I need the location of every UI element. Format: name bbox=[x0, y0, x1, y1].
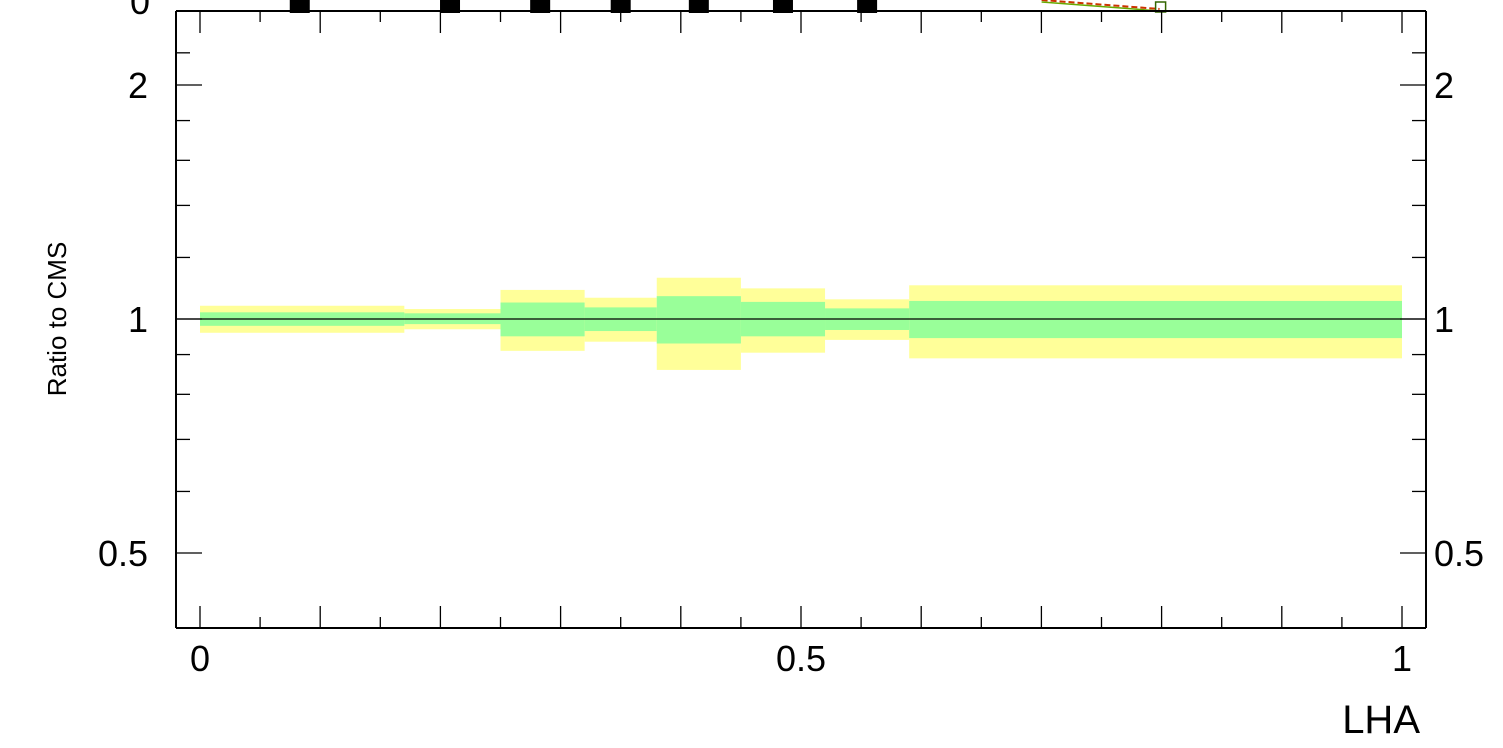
x-tick-label: 0.5 bbox=[776, 638, 826, 679]
upper-panel-curve bbox=[1041, 0, 1160, 10]
upper-panel-curve bbox=[1041, 1, 1160, 12]
x-axis-tick-labels: 0 0.5 1 bbox=[190, 638, 1412, 679]
upper-panel-marker bbox=[688, 0, 709, 13]
y-axis-tick-labels: 0.5 0.5 1 1 2 2 bbox=[98, 65, 1484, 574]
upper-panel-marker bbox=[772, 0, 793, 13]
y-axis-label: Ratio to CMS bbox=[42, 242, 72, 397]
upper-panel-marker bbox=[530, 0, 551, 13]
upper-panel-marker bbox=[440, 0, 461, 13]
inner-band-bin-4 bbox=[656, 296, 741, 344]
x-axis-ticks bbox=[199, 11, 1403, 628]
upper-panel-tick-label: 0 bbox=[130, 0, 150, 22]
y-tick-label-left: 1 bbox=[128, 299, 148, 340]
y-tick-label-right: 2 bbox=[1434, 65, 1454, 106]
upper-panel-marker bbox=[289, 0, 310, 13]
x-tick-label: 0 bbox=[190, 638, 210, 679]
y-axis-ticks bbox=[176, 52, 1426, 554]
y-tick-label-left: 2 bbox=[128, 65, 148, 106]
upper-panel-marker bbox=[610, 0, 631, 13]
x-axis-label: LHA bbox=[1342, 698, 1420, 742]
y-tick-label-right: 0.5 bbox=[1434, 533, 1484, 574]
y-tick-label-right: 1 bbox=[1434, 299, 1454, 340]
upper-panel-marker bbox=[857, 0, 878, 13]
upper-panel-remnant: 0 bbox=[130, 0, 1167, 22]
x-tick-label: 1 bbox=[1392, 638, 1412, 679]
y-tick-label-left: 0.5 bbox=[98, 533, 148, 574]
